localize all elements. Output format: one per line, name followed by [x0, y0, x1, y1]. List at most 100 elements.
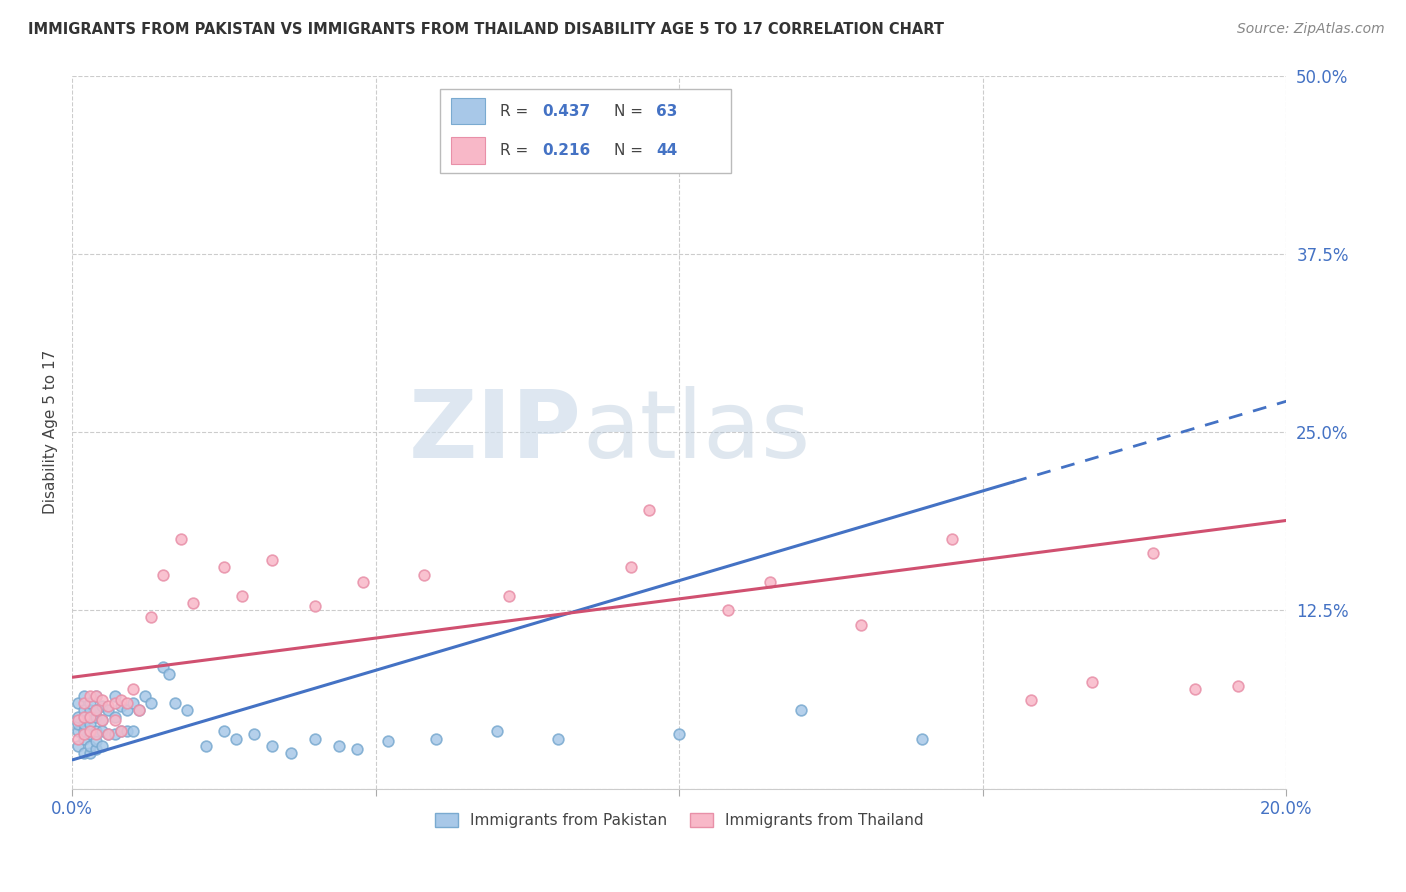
Point	[851, 617, 873, 632]
Legend: Immigrants from Pakistan, Immigrants from Thailand: Immigrants from Pakistan, Immigrants fro…	[429, 807, 929, 834]
Point	[243, 727, 266, 741]
Point	[128, 703, 150, 717]
Point	[91, 739, 114, 753]
Point	[91, 713, 114, 727]
Point	[97, 727, 120, 741]
Point	[759, 574, 782, 589]
Point	[73, 724, 96, 739]
Point	[152, 567, 174, 582]
Point	[84, 703, 107, 717]
Point	[91, 693, 114, 707]
Point	[67, 717, 90, 731]
Point	[225, 731, 247, 746]
Point	[84, 734, 107, 748]
Point	[73, 717, 96, 731]
Point	[73, 710, 96, 724]
Point	[79, 727, 101, 741]
Point	[84, 727, 107, 741]
Point	[110, 724, 132, 739]
Y-axis label: Disability Age 5 to 17: Disability Age 5 to 17	[44, 350, 58, 514]
Point	[547, 731, 569, 746]
Point	[486, 724, 509, 739]
Point	[110, 724, 132, 739]
Point	[73, 710, 96, 724]
Text: ZIP: ZIP	[409, 386, 582, 478]
Point	[377, 734, 399, 748]
Point	[84, 689, 107, 703]
Point	[73, 696, 96, 710]
Point	[103, 696, 125, 710]
Point	[84, 741, 107, 756]
Point	[1184, 681, 1206, 696]
Point	[73, 703, 96, 717]
Point	[110, 693, 132, 707]
Text: atlas: atlas	[582, 386, 810, 478]
Point	[84, 710, 107, 724]
Point	[212, 560, 235, 574]
Point	[176, 703, 198, 717]
Point	[262, 553, 284, 567]
Point	[73, 731, 96, 746]
Point	[79, 724, 101, 739]
Point	[84, 689, 107, 703]
Point	[212, 724, 235, 739]
Point	[73, 689, 96, 703]
Point	[79, 739, 101, 753]
Point	[103, 727, 125, 741]
Point	[97, 698, 120, 713]
Point	[789, 703, 811, 717]
Point	[304, 731, 326, 746]
Point	[73, 746, 96, 760]
Point	[911, 731, 934, 746]
Point	[1081, 674, 1104, 689]
Point	[231, 589, 253, 603]
Point	[84, 724, 107, 739]
Point	[97, 703, 120, 717]
Point	[115, 724, 138, 739]
Point	[941, 532, 963, 546]
Point	[139, 610, 162, 624]
Point	[328, 739, 350, 753]
Point	[91, 698, 114, 713]
Point	[103, 689, 125, 703]
Point	[67, 710, 90, 724]
Point	[115, 703, 138, 717]
Point	[67, 724, 90, 739]
Point	[67, 739, 90, 753]
Point	[139, 696, 162, 710]
Point	[121, 681, 143, 696]
Point	[170, 532, 193, 546]
Text: IMMIGRANTS FROM PAKISTAN VS IMMIGRANTS FROM THAILAND DISABILITY AGE 5 TO 17 CORR: IMMIGRANTS FROM PAKISTAN VS IMMIGRANTS F…	[28, 22, 943, 37]
Point	[103, 713, 125, 727]
Point	[498, 589, 520, 603]
Point	[79, 696, 101, 710]
Point	[346, 741, 368, 756]
Point	[152, 660, 174, 674]
Point	[128, 703, 150, 717]
Point	[717, 603, 740, 617]
Point	[638, 503, 661, 517]
Point	[91, 713, 114, 727]
Point	[304, 599, 326, 613]
Point	[79, 703, 101, 717]
Point	[97, 727, 120, 741]
Point	[1142, 546, 1164, 560]
Point	[79, 689, 101, 703]
Point	[134, 689, 156, 703]
Point	[165, 696, 187, 710]
Point	[79, 710, 101, 724]
Point	[79, 710, 101, 724]
Point	[73, 727, 96, 741]
Point	[79, 717, 101, 731]
Point	[67, 731, 90, 746]
Point	[1021, 693, 1043, 707]
Point	[67, 696, 90, 710]
Point	[121, 696, 143, 710]
Point	[425, 731, 447, 746]
Point	[620, 560, 643, 574]
Point	[353, 574, 375, 589]
Point	[115, 696, 138, 710]
Point	[103, 710, 125, 724]
Point	[110, 698, 132, 713]
Point	[121, 724, 143, 739]
